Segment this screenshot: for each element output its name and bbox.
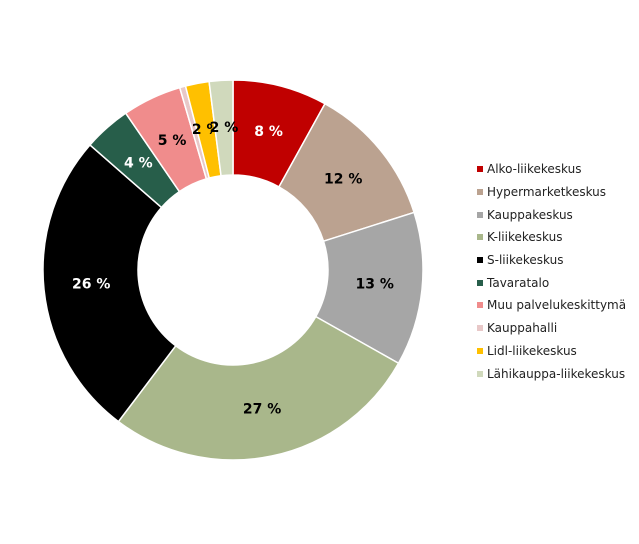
- legend-label: Lidl-liikekeskus: [487, 343, 577, 358]
- legend-label: Alko-liikekeskus: [487, 162, 582, 177]
- legend-swatch: [477, 325, 483, 332]
- legend-item: Hypermarketkeskus: [477, 181, 637, 204]
- slice-label-1: 12 %: [324, 172, 362, 188]
- slice-4: [42, 143, 177, 423]
- legend-swatch: [477, 211, 483, 218]
- legend-label: Tavaratalo: [487, 275, 550, 290]
- legend-item: Alko-liikekeskus: [477, 158, 637, 181]
- legend-item: K-liikekeskus: [477, 226, 637, 249]
- legend-item: S-liikekeskus: [477, 249, 637, 272]
- legend-swatch: [477, 279, 483, 286]
- legend-item: Lähikauppa-liikekeskus: [477, 362, 637, 385]
- slice-label-9: 2 %: [210, 120, 239, 136]
- legend-swatch: [477, 234, 483, 241]
- legend-label: S-liikekeskus: [487, 253, 564, 268]
- legend-item: Tavaratalo: [477, 271, 637, 294]
- legend-swatch: [477, 347, 483, 354]
- legend-label: K-liikekeskus: [487, 230, 563, 245]
- legend-label: Kauppakeskus: [487, 207, 573, 222]
- slice-label-5: 4 %: [124, 155, 153, 171]
- legend-swatch: [477, 302, 483, 309]
- legend-item: Kauppahalli: [477, 317, 637, 340]
- legend-swatch: [477, 166, 483, 173]
- slice-3: [117, 315, 400, 461]
- legend-item: Kauppakeskus: [477, 203, 637, 226]
- legend-label: Muu palvelukeskittymä: [487, 298, 627, 313]
- slice-9: [208, 79, 234, 177]
- legend-item: Muu palvelukeskittymä: [477, 294, 637, 317]
- legend-swatch: [477, 370, 483, 377]
- legend-swatch: [477, 189, 483, 196]
- legend-label: Lähikauppa-liikekeskus: [487, 366, 626, 381]
- legend-label: Kauppahalli: [487, 321, 558, 336]
- slice-label-0: 8 %: [254, 124, 283, 140]
- legend-item: Lidl-liikekeskus: [477, 340, 637, 363]
- slice-label-4: 26 %: [72, 277, 110, 293]
- slice-label-3: 27 %: [243, 402, 281, 418]
- slice-label-8: 2 %: [192, 122, 221, 138]
- chart-legend: Alko-liikekeskus Hypermarketkeskus Kauppak…: [477, 158, 637, 385]
- slice-label-6: 5 %: [158, 133, 187, 149]
- slice-label-2: 13 %: [356, 277, 394, 293]
- legend-label: Hypermarketkeskus: [487, 185, 607, 200]
- legend-swatch: [477, 257, 483, 264]
